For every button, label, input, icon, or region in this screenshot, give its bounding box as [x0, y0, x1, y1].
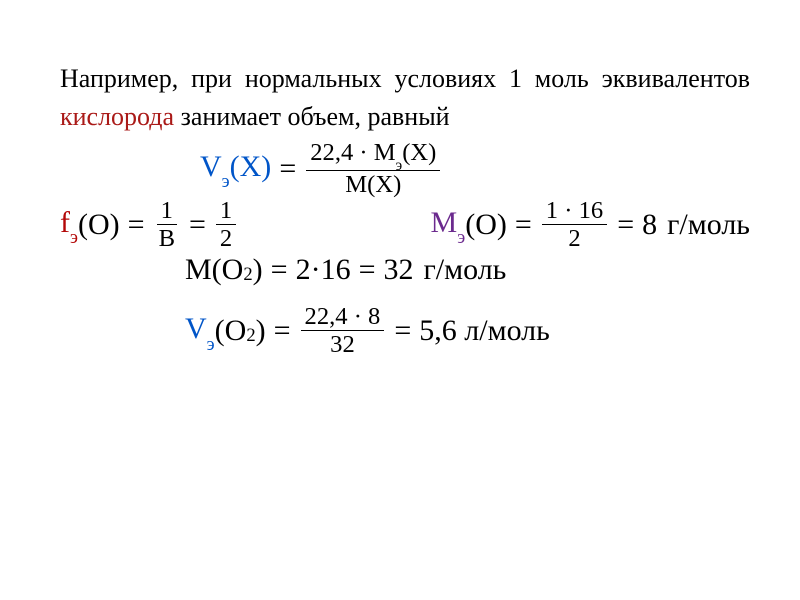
equation-row-2: fэ (O) = 1 B = 1 2 Mэ (O) = 1 · 16 2 = 8	[60, 199, 750, 251]
equals-1: =	[279, 152, 296, 186]
intro-pre: Например, при нормальных условиях 1 моль…	[60, 64, 750, 93]
equation-f-o: fэ (O) = 1 B = 1 2	[60, 199, 238, 251]
intro-paragraph: Например, при нормальных условиях 1 моль…	[60, 60, 750, 135]
v-var: Vэ(X)	[200, 150, 271, 189]
equation-m-o2: M(O2) = 2 · 16 = 32 г/моль	[60, 253, 750, 287]
intro-post: занимает объем, равный	[174, 102, 450, 131]
equation-m-e-o: Mэ (O) = 1 · 16 2 = 8 г/моль	[431, 199, 750, 251]
frac-v-x: 22,4 · Mэ(X) M(X)	[306, 141, 440, 197]
intro-highlight: кислорода	[60, 102, 174, 131]
equation-v-x: Vэ(X) = 22,4 · Mэ(X) M(X)	[60, 141, 750, 197]
equation-v-o2: Vэ (O2) = 22,4 · 8 32 = 5,6 л/моль	[60, 305, 750, 357]
